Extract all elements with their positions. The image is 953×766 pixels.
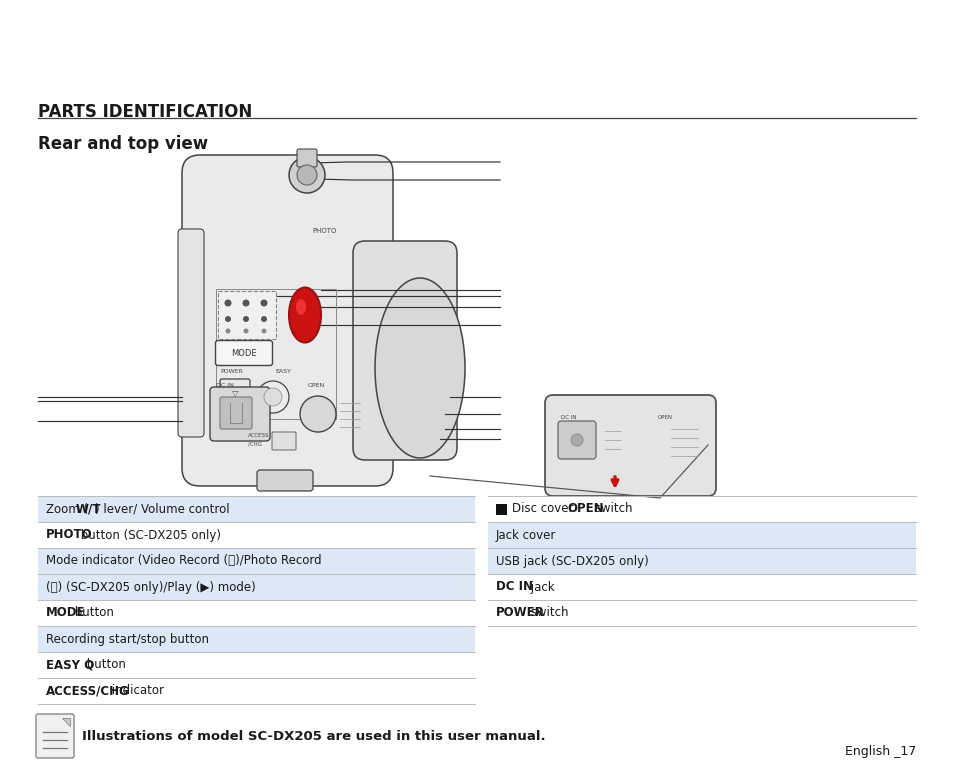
Circle shape <box>238 404 241 407</box>
Text: USB jack (SC-DX205 only): USB jack (SC-DX205 only) <box>496 555 648 568</box>
Text: PHOTO: PHOTO <box>312 228 336 234</box>
FancyBboxPatch shape <box>36 714 74 758</box>
Circle shape <box>261 316 267 322</box>
Bar <box>488 548 915 574</box>
Circle shape <box>260 300 267 306</box>
Circle shape <box>233 404 236 407</box>
Bar <box>488 522 915 548</box>
Text: Rear and top view: Rear and top view <box>38 135 208 153</box>
FancyBboxPatch shape <box>218 291 275 339</box>
Text: PHOTO: PHOTO <box>46 529 92 542</box>
Text: switch: switch <box>590 502 632 516</box>
FancyBboxPatch shape <box>215 341 273 365</box>
Circle shape <box>571 434 582 446</box>
Text: DC IN: DC IN <box>496 581 533 594</box>
Bar <box>38 496 475 522</box>
Text: OPEN: OPEN <box>308 383 325 388</box>
Text: Zoom (: Zoom ( <box>46 502 88 516</box>
Text: English _17: English _17 <box>843 745 915 758</box>
Text: button: button <box>83 659 126 672</box>
Bar <box>38 626 475 652</box>
Text: ▽: ▽ <box>232 388 238 398</box>
Text: OPEN: OPEN <box>566 502 603 516</box>
Text: /CHG: /CHG <box>248 442 262 447</box>
Text: MODE: MODE <box>46 607 86 620</box>
Text: OPEN: OPEN <box>658 415 672 420</box>
Circle shape <box>229 404 232 407</box>
Text: ACCESS/CHG: ACCESS/CHG <box>46 685 130 698</box>
Circle shape <box>299 396 335 432</box>
FancyBboxPatch shape <box>178 229 204 437</box>
Text: ) lever/ Volume control: ) lever/ Volume control <box>94 502 229 516</box>
Text: POWER: POWER <box>220 369 243 374</box>
Text: button (SC-DX205 only): button (SC-DX205 only) <box>77 529 221 542</box>
Polygon shape <box>62 718 70 726</box>
Text: W/T: W/T <box>76 502 101 516</box>
Text: Illustrations of model SC-DX205 are used in this user manual.: Illustrations of model SC-DX205 are used… <box>82 729 545 742</box>
Text: Jack cover: Jack cover <box>496 529 556 542</box>
Ellipse shape <box>289 287 320 342</box>
Text: jack: jack <box>526 581 554 594</box>
Ellipse shape <box>375 278 464 458</box>
Bar <box>38 574 475 600</box>
Text: Mode indicator (Video Record (Ⓜ)/Photo Record: Mode indicator (Video Record (Ⓜ)/Photo R… <box>46 555 321 568</box>
Text: Disc cover: Disc cover <box>512 502 577 516</box>
Text: POWER: POWER <box>496 607 544 620</box>
FancyBboxPatch shape <box>256 470 313 491</box>
FancyBboxPatch shape <box>353 241 456 460</box>
Circle shape <box>224 300 232 306</box>
Circle shape <box>296 165 316 185</box>
Text: EASY Q: EASY Q <box>46 659 94 672</box>
Circle shape <box>242 300 250 306</box>
Text: Recording start/stop button: Recording start/stop button <box>46 633 209 646</box>
Circle shape <box>264 388 282 406</box>
Ellipse shape <box>295 299 306 315</box>
FancyBboxPatch shape <box>220 397 252 429</box>
FancyBboxPatch shape <box>296 149 316 167</box>
Text: button: button <box>71 607 113 620</box>
Circle shape <box>243 316 249 322</box>
Text: PARTS IDENTIFICATION: PARTS IDENTIFICATION <box>38 103 252 121</box>
Bar <box>496 503 506 515</box>
Text: (Ⓣ) (SC-DX205 only)/Play (▶) mode): (Ⓣ) (SC-DX205 only)/Play (▶) mode) <box>46 581 255 594</box>
FancyBboxPatch shape <box>220 379 250 415</box>
Circle shape <box>225 316 231 322</box>
Text: indicator: indicator <box>108 685 164 698</box>
Circle shape <box>256 381 289 413</box>
Bar <box>215 289 335 419</box>
FancyBboxPatch shape <box>210 387 270 441</box>
Text: MODE: MODE <box>231 349 256 358</box>
FancyBboxPatch shape <box>558 421 596 459</box>
FancyBboxPatch shape <box>544 395 716 496</box>
Circle shape <box>261 329 266 333</box>
Circle shape <box>243 329 248 333</box>
Text: switch: switch <box>526 607 568 620</box>
Text: EASY: EASY <box>274 369 291 374</box>
Text: DC IN: DC IN <box>560 415 576 420</box>
Circle shape <box>289 157 325 193</box>
FancyBboxPatch shape <box>272 432 295 450</box>
Text: DC IN: DC IN <box>215 383 233 388</box>
Circle shape <box>225 329 231 333</box>
FancyBboxPatch shape <box>182 155 393 486</box>
Text: ACCESS: ACCESS <box>248 433 269 438</box>
Bar <box>38 548 475 574</box>
